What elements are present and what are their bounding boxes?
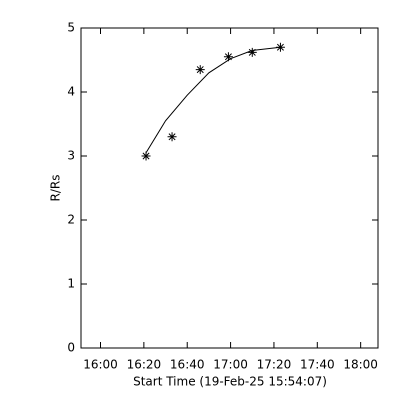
x-tick-label: 16:40 bbox=[170, 358, 205, 372]
x-tick-label: 18:00 bbox=[343, 358, 378, 372]
x-tick-label: 17:40 bbox=[300, 358, 335, 372]
y-tick-label: 0 bbox=[67, 341, 75, 355]
fit-line bbox=[145, 46, 281, 154]
y-tick-label: 3 bbox=[67, 149, 75, 163]
y-tick-label: 5 bbox=[67, 21, 75, 35]
plot-frame bbox=[80, 27, 379, 349]
y-tick-label: 4 bbox=[67, 85, 75, 99]
x-tick-label: 16:20 bbox=[127, 358, 162, 372]
x-axis-label: Start Time (19-Feb-25 15:54:07) bbox=[133, 375, 327, 389]
asterisk-marker bbox=[195, 65, 205, 75]
y-tick-label: 2 bbox=[67, 213, 75, 227]
y-tick-label: 1 bbox=[67, 277, 75, 291]
x-tick-label: 16:00 bbox=[83, 358, 118, 372]
asterisk-marker bbox=[223, 52, 233, 62]
asterisk-marker bbox=[141, 151, 151, 161]
x-tick-label: 17:00 bbox=[213, 358, 248, 372]
x-tick-label: 17:20 bbox=[257, 358, 292, 372]
y-axis-label: R/Rs bbox=[49, 175, 63, 202]
asterisk-marker bbox=[167, 132, 177, 142]
asterisk-marker bbox=[247, 47, 257, 57]
